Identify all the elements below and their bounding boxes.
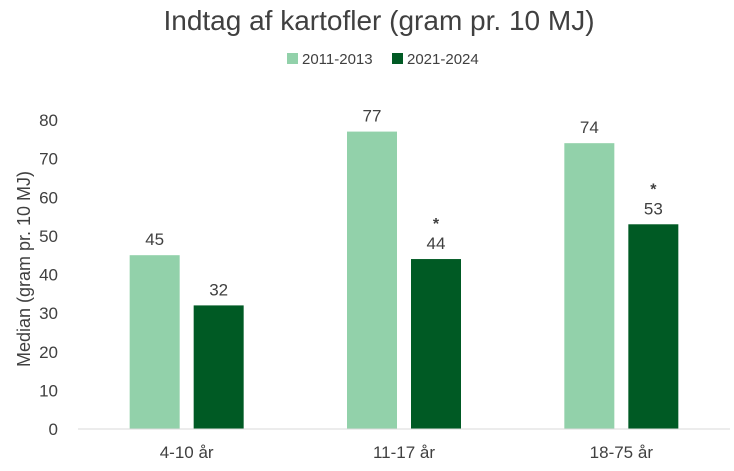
y-tick-label: 70 [39,150,58,169]
y-axis-ticks: 0 10 20 30 40 50 60 70 80 [39,111,58,439]
y-tick-label: 50 [39,227,58,246]
bar [347,131,397,429]
bar [411,259,461,429]
legend-swatch-2011-2013 [287,53,298,64]
y-tick-label: 80 [39,111,58,130]
y-axis-title: Median (gram pr. 10 MJ) [14,171,34,367]
y-tick-label: 30 [39,304,58,323]
bar [129,255,180,429]
bar-value-label: 44 [427,234,446,253]
legend: 2011-2013 2021-2024 [287,51,479,68]
bar-value-label: 53 [644,199,663,218]
bar-value-label: 45 [145,230,164,249]
significance-marker: * [433,216,440,233]
y-tick-label: 20 [39,343,58,362]
bars [129,131,679,430]
x-axis-ticks: 4-10 år 11-17 år 18-75 år [160,443,654,462]
y-tick-label: 0 [49,420,58,439]
y-tick-label: 60 [39,188,58,207]
bar-value-label: 74 [580,118,599,137]
y-tick-label: 10 [39,381,58,400]
chart-title: Indtag af kartofler (gram pr. 10 MJ) [163,5,594,36]
bar [193,305,244,429]
bar [564,143,615,430]
x-tick-label: 18-75 år [590,443,654,462]
legend-swatch-2021-2024 [392,53,403,64]
y-tick-label: 40 [39,266,58,285]
x-tick-label: 4-10 år [160,443,214,462]
legend-label-2021-2024: 2021-2024 [407,51,479,68]
bar [628,224,679,429]
significance-marker: * [650,181,657,198]
legend-label-2011-2013: 2011-2013 [302,51,373,68]
bar-value-label: 77 [363,107,382,126]
bar-value-label: 32 [209,280,228,299]
x-tick-label: 11-17 år [373,443,435,462]
